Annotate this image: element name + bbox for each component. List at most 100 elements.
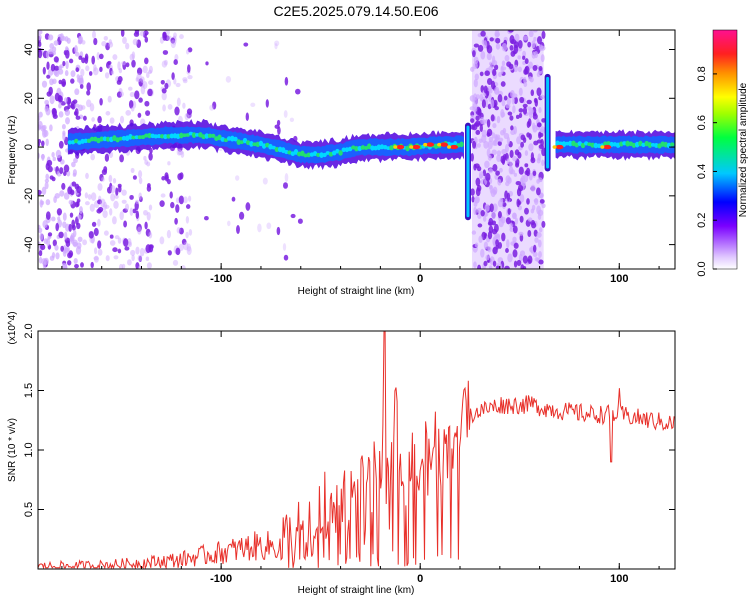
noise-dot: [85, 65, 90, 72]
noise-dot: [71, 161, 76, 168]
noise-dot: [521, 175, 525, 184]
noise-dot: [65, 49, 70, 59]
noise-dot: [51, 151, 55, 158]
noise-dot: [509, 149, 514, 159]
noise-dot: [488, 93, 492, 103]
noise-dot: [76, 198, 81, 203]
noise-dot: [488, 136, 494, 143]
colorbar-tick-label: 0.0: [696, 261, 708, 276]
noise-dot: [532, 30, 538, 33]
noise-dot: [38, 115, 41, 122]
noise-dot: [274, 40, 280, 47]
noise-dot: [101, 40, 107, 47]
noise-dot: [283, 182, 288, 189]
noise-dot: [63, 171, 67, 177]
noise-dot: [52, 78, 57, 85]
spectrogram-xlabel: Height of straight line (km): [298, 286, 415, 297]
ridge-core: [379, 144, 385, 150]
noise-dot: [38, 189, 42, 196]
noise-dot: [506, 97, 512, 106]
noise-dot: [509, 115, 514, 121]
noise-dot: [524, 207, 529, 215]
noise-dot: [121, 263, 126, 269]
noise-dot: [520, 141, 525, 148]
ridge-core: [89, 136, 95, 142]
y-tick-label: 0.5: [23, 502, 35, 517]
colorbar-tick-label: 0.2: [696, 213, 708, 228]
noise-dot: [512, 105, 516, 114]
noise-dot: [84, 56, 89, 64]
noise-dot: [537, 177, 543, 183]
ridge-core: [258, 140, 264, 147]
noise-dot: [496, 154, 502, 163]
noise-dot: [124, 246, 130, 251]
ridge-core: [561, 141, 567, 148]
noise-dot: [146, 211, 151, 221]
noise-dot: [64, 36, 69, 42]
noise-dot: [482, 216, 487, 222]
noise-dot: [161, 91, 167, 101]
noise-dot: [483, 260, 488, 267]
noise-dot: [174, 106, 180, 116]
noise-dot: [522, 55, 526, 60]
noise-dot: [146, 262, 152, 269]
noise-dot: [123, 220, 128, 228]
noise-dot: [47, 34, 54, 41]
spectrogram-panel: -100 0 100 -40 -20 0 20 40 Height of straight l…: [7, 29, 676, 297]
noise-dot: [227, 220, 231, 227]
noise-dot: [74, 107, 79, 117]
noise-dot: [41, 124, 47, 131]
noise-dot: [109, 208, 113, 216]
ridge-core: [144, 133, 149, 138]
noise-dot: [166, 35, 172, 41]
noise-dot: [63, 192, 70, 200]
noise-dot: [500, 65, 504, 74]
y-tick-label: -20: [23, 188, 35, 204]
noise-dot: [534, 237, 539, 243]
noise-dot: [498, 137, 504, 142]
noise-dot: [58, 68, 64, 75]
noise-dot: [122, 36, 127, 44]
spectrogram-ylabel: Frequency (Hz): [7, 116, 18, 185]
noise-dot: [45, 108, 51, 116]
noise-dot: [517, 39, 523, 49]
noise-dot: [132, 38, 139, 46]
noise-dot: [479, 71, 484, 77]
noise-dot: [105, 255, 110, 262]
noise-dot: [522, 103, 528, 108]
ridge-core: [590, 142, 595, 148]
snr-scale-note: (x10^4): [7, 311, 18, 344]
noise-dot: [45, 199, 51, 206]
noise-dot: [482, 169, 487, 177]
noise-dot: [509, 161, 513, 168]
noise-dot: [119, 154, 124, 163]
noise-dot: [93, 227, 99, 237]
noise-dot: [119, 91, 124, 97]
noise-dot: [41, 80, 48, 88]
spectrogram-ticks: -100 0 100 -40 -20 0 20 40: [23, 30, 675, 285]
y-tick-label: -40: [23, 237, 35, 253]
noise-dot: [489, 265, 493, 269]
noise-dot: [97, 183, 103, 191]
noise-dot: [80, 68, 85, 77]
ridge-core: [568, 140, 573, 147]
noise-dot: [538, 131, 542, 139]
noise-dot: [498, 71, 502, 78]
noise-dot: [491, 60, 498, 66]
noise-dot: [169, 191, 173, 199]
ridge-core: [293, 148, 299, 155]
noise-dot: [266, 222, 272, 230]
noise-dot: [492, 190, 497, 195]
noise-dot: [71, 219, 76, 229]
x-tick-label: 0: [417, 573, 423, 585]
noise-dot: [479, 124, 483, 132]
noise-dot: [490, 80, 496, 90]
noise-dot: [76, 222, 81, 230]
noise-dot: [108, 41, 114, 48]
ridge-core: [134, 135, 139, 140]
noise-dot: [507, 208, 511, 215]
noise-dot: [526, 198, 530, 205]
noise-dot: [119, 211, 124, 221]
noise-dot: [526, 99, 532, 105]
